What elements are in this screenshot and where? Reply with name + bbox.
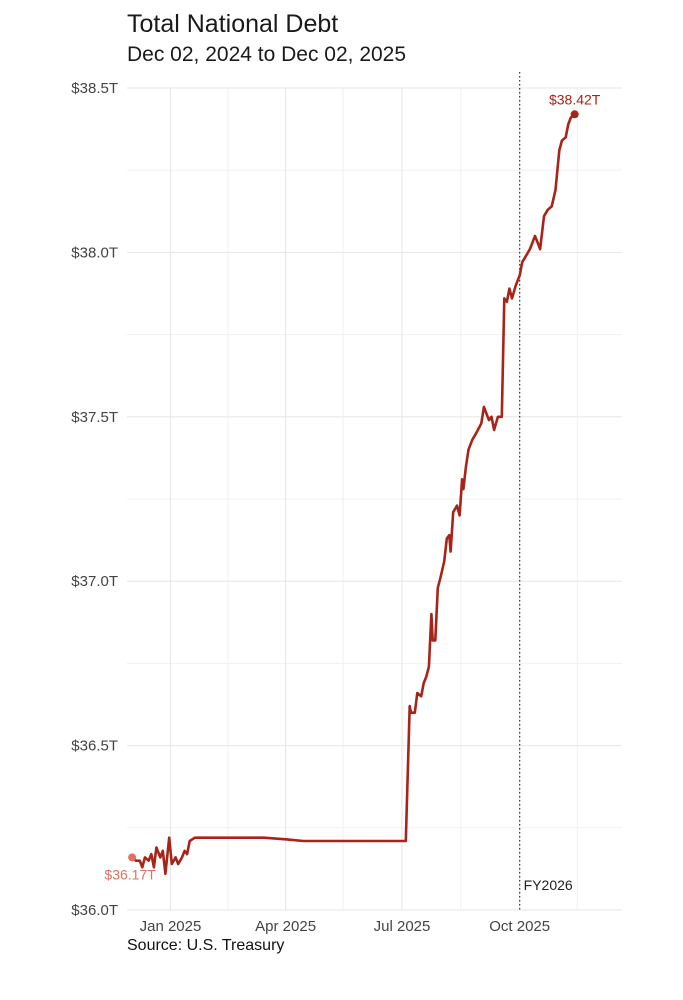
- y-tick-label: $38.0T: [71, 244, 118, 261]
- y-tick-label: $36.5T: [71, 738, 118, 755]
- series-layer: [130, 113, 576, 876]
- x-tick-label: Jan 2025: [140, 918, 202, 935]
- end-point: [570, 110, 579, 119]
- fiscal-year-marker: FY2026: [519, 72, 573, 910]
- axis-layer: $36.0T $36.5T $37.0T $37.5T $38.0T $38.5T Jan …: [71, 80, 550, 935]
- start-point: [128, 853, 137, 862]
- x-tick-label: Apr 2025: [255, 918, 316, 935]
- chart-source: Source: U.S. Treasury: [127, 937, 285, 954]
- chart-subtitle: Dec 02, 2024 to Dec 02, 2025: [127, 43, 407, 66]
- y-tick-label: $36.0T: [71, 902, 118, 919]
- y-tick-label: $37.5T: [71, 409, 118, 426]
- y-tick-label: $37.0T: [71, 573, 118, 590]
- label-layer: $36.17T $38.42T: [104, 91, 600, 882]
- end-value-label: $38.42T: [549, 91, 601, 107]
- chart-title: Total National Debt: [127, 10, 339, 38]
- y-tick-label: $38.5T: [71, 80, 118, 97]
- debt-series-line: [130, 113, 576, 876]
- fiscal-year-label: FY2026: [524, 877, 573, 893]
- x-tick-label: Jul 2025: [374, 918, 431, 935]
- x-tick-label: Oct 2025: [489, 918, 550, 935]
- start-value-label: $36.17T: [104, 866, 156, 882]
